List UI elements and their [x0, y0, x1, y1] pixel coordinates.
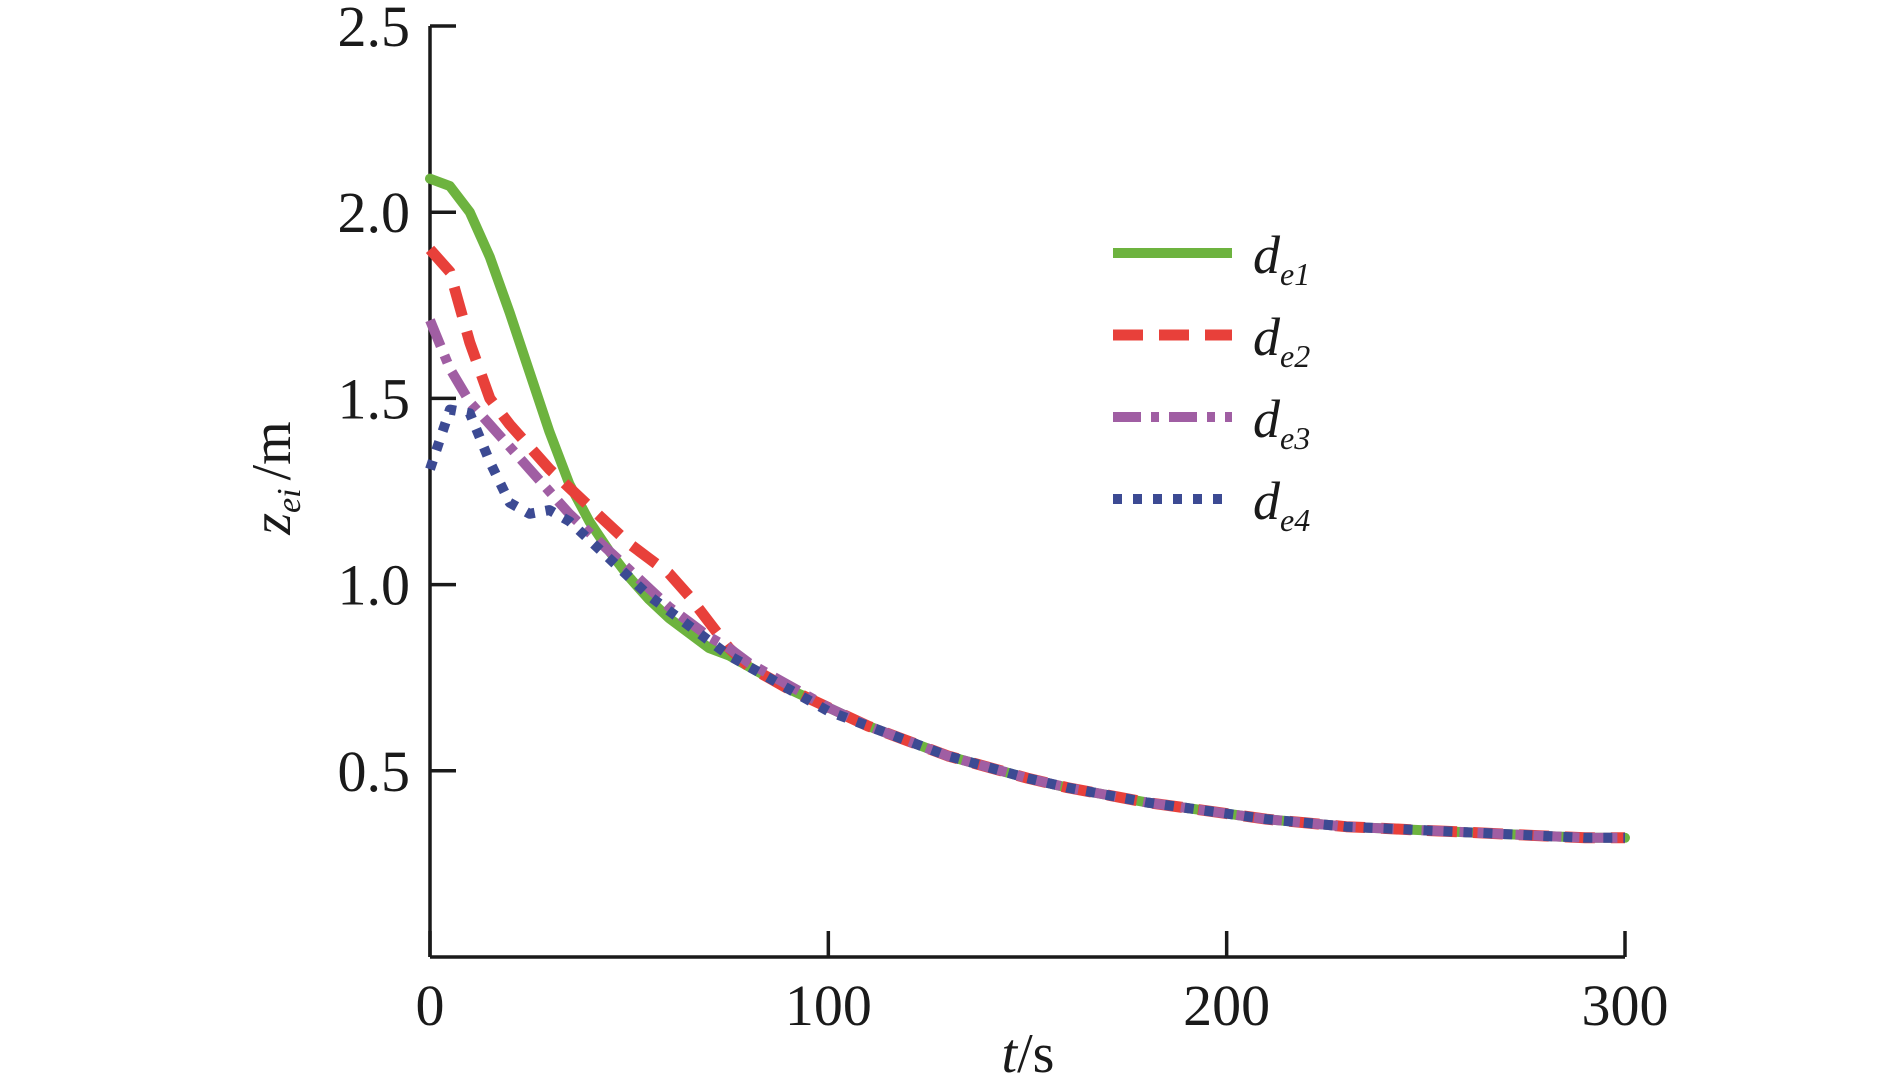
- series-layer: [425, 173, 1630, 844]
- y-tick-label: 2.5: [338, 0, 411, 59]
- x-axis-label: t/s: [1002, 1023, 1055, 1082]
- series-line-d-e3: [425, 318, 1625, 843]
- y-tick-label: 0.5: [338, 739, 411, 804]
- legend: de1 de2 de3 de4: [1113, 225, 1310, 538]
- x-tick-label: 100: [785, 973, 872, 1038]
- series-line-d-e1: [425, 173, 1630, 843]
- y-tick-label: 1.5: [338, 366, 411, 431]
- y-tick-label: 2.0: [338, 180, 411, 245]
- legend-label: de4: [1253, 471, 1310, 538]
- axes: 0.5 1.0 1.5 2.0 2.5 0 100 200 300: [338, 0, 1669, 1038]
- legend-label: de2: [1253, 307, 1310, 374]
- axis-labels: t/s zei/m: [241, 421, 1054, 1082]
- y-tick-label: 1.0: [338, 553, 411, 618]
- legend-label: de3: [1253, 389, 1310, 456]
- x-tick-label: 200: [1183, 973, 1270, 1038]
- x-tick-label: 300: [1582, 973, 1669, 1038]
- y-axis-label: zei/m: [241, 421, 308, 535]
- legend-label: de1: [1253, 225, 1310, 292]
- x-tick-label: 0: [416, 973, 445, 1038]
- series-line-d-e2: [425, 245, 1625, 844]
